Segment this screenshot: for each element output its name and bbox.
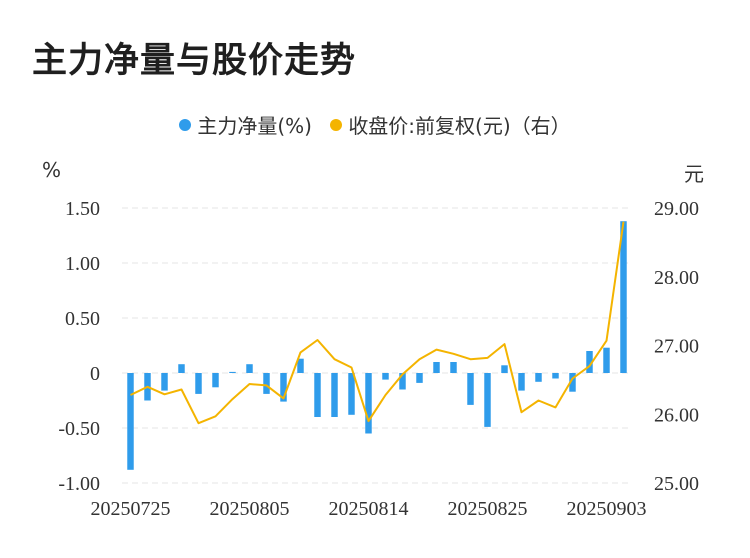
bar <box>433 362 440 373</box>
bar <box>620 221 627 373</box>
bar <box>212 373 219 388</box>
right-tick-label: 25.00 <box>654 473 699 495</box>
legend-item-close-price[interactable]: 收盘价:前复权(元)（右） <box>330 110 571 139</box>
x-tick-label: 20250805 <box>210 498 290 520</box>
legend-label-close-price: 收盘价:前复权(元)（右） <box>348 114 571 138</box>
bar <box>280 373 287 402</box>
left-tick-label: 0 <box>90 363 100 385</box>
legend-label-net-volume: 主力净量(%) <box>197 114 312 138</box>
bar <box>127 373 134 470</box>
bar <box>467 373 474 405</box>
price-line <box>130 221 625 425</box>
x-tick-label: 20250725 <box>91 498 171 520</box>
left-tick-label: 1.00 <box>65 253 100 275</box>
legend-dot-icon-blue <box>179 118 192 131</box>
bar <box>603 347 610 373</box>
bar <box>399 373 406 390</box>
left-tick-label: 0.50 <box>65 308 100 330</box>
left-axis-unit: % <box>42 158 62 182</box>
right-axis-unit: 元 <box>684 162 704 186</box>
bar <box>195 373 202 394</box>
x-tick-label: 20250825 <box>448 498 528 520</box>
chart-title: 主力净量与股价走势 <box>32 41 357 81</box>
left-tick-label: -1.00 <box>58 473 100 495</box>
legend-item-net-volume[interactable]: 主力净量(%) <box>179 110 312 139</box>
bar <box>246 364 253 373</box>
bar <box>416 373 423 383</box>
bar <box>484 373 491 427</box>
left-tick-label: -0.50 <box>58 418 100 440</box>
bar <box>331 373 338 417</box>
bar <box>229 371 236 373</box>
right-tick-label: 27.00 <box>654 336 699 358</box>
bar <box>365 373 372 434</box>
bar <box>535 373 542 382</box>
bar <box>161 373 168 391</box>
bar <box>586 351 593 373</box>
bar <box>552 373 559 379</box>
bar <box>382 373 389 380</box>
bar <box>518 373 525 391</box>
bar <box>501 365 508 373</box>
x-tick-label: 20250903 <box>567 498 647 520</box>
bar <box>314 373 321 417</box>
bar <box>450 362 457 373</box>
bar <box>569 373 576 392</box>
x-tick-label: 20250814 <box>329 498 409 520</box>
right-tick-label: 26.00 <box>654 404 699 426</box>
legend-dot-icon-yellow <box>330 118 343 131</box>
bar <box>263 373 270 394</box>
right-tick-label: 29.00 <box>654 198 699 220</box>
bar <box>348 373 355 415</box>
bar <box>297 358 304 373</box>
left-tick-label: 1.50 <box>65 198 100 220</box>
bar <box>178 364 185 373</box>
right-tick-label: 28.00 <box>654 267 699 289</box>
legend: 主力净量(%) 收盘价:前复权(元)（右） <box>0 110 750 139</box>
